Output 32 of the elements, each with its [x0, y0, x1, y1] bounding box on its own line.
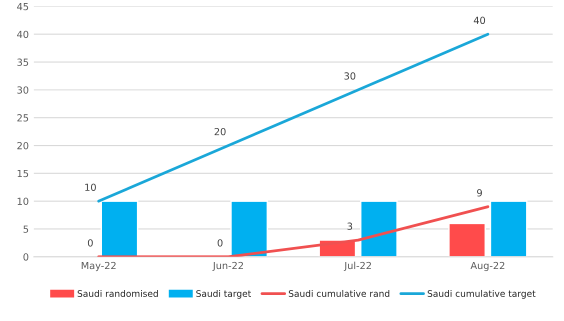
legend-label: Saudi cumulative target — [428, 290, 536, 299]
bar — [448, 222, 486, 257]
legend-label: Saudi randomised — [78, 290, 158, 297]
x-tick-label: Jul-22 — [344, 262, 371, 271]
data-label: 9 — [477, 189, 482, 197]
data-label: 0 — [218, 239, 223, 247]
y-tick-label: 40 — [17, 30, 28, 38]
bar — [230, 200, 268, 257]
x-tick-label: May-22 — [82, 262, 116, 272]
x-tick-label: Jun-22 — [212, 262, 243, 271]
data-label: 20 — [214, 128, 226, 136]
bar — [490, 200, 528, 257]
bar — [360, 200, 398, 257]
y-tick-label: 5 — [24, 226, 28, 233]
y-tick-label: 25 — [17, 114, 28, 122]
data-label: 30 — [344, 72, 356, 80]
y-tick-label: 35 — [17, 58, 28, 66]
line-series — [97, 32, 490, 203]
legend-label: Saudi cumulative rand — [288, 290, 390, 297]
data-label: 3 — [347, 222, 352, 230]
y-tick-label: 15 — [18, 170, 28, 178]
bar — [100, 200, 138, 257]
data-label: 0 — [88, 239, 93, 247]
data-label: 40 — [474, 16, 486, 24]
data-label: 10 — [85, 184, 96, 191]
x-tick-label: Aug-22 — [470, 262, 504, 272]
y-tick-label: 30 — [17, 86, 28, 94]
y-tick-label: 45 — [17, 3, 28, 10]
y-tick-label: 10 — [18, 198, 28, 205]
y-tick-label: 20 — [17, 142, 28, 150]
y-tick-label: 0 — [23, 253, 28, 261]
legend-label: Saudi target — [196, 290, 251, 299]
